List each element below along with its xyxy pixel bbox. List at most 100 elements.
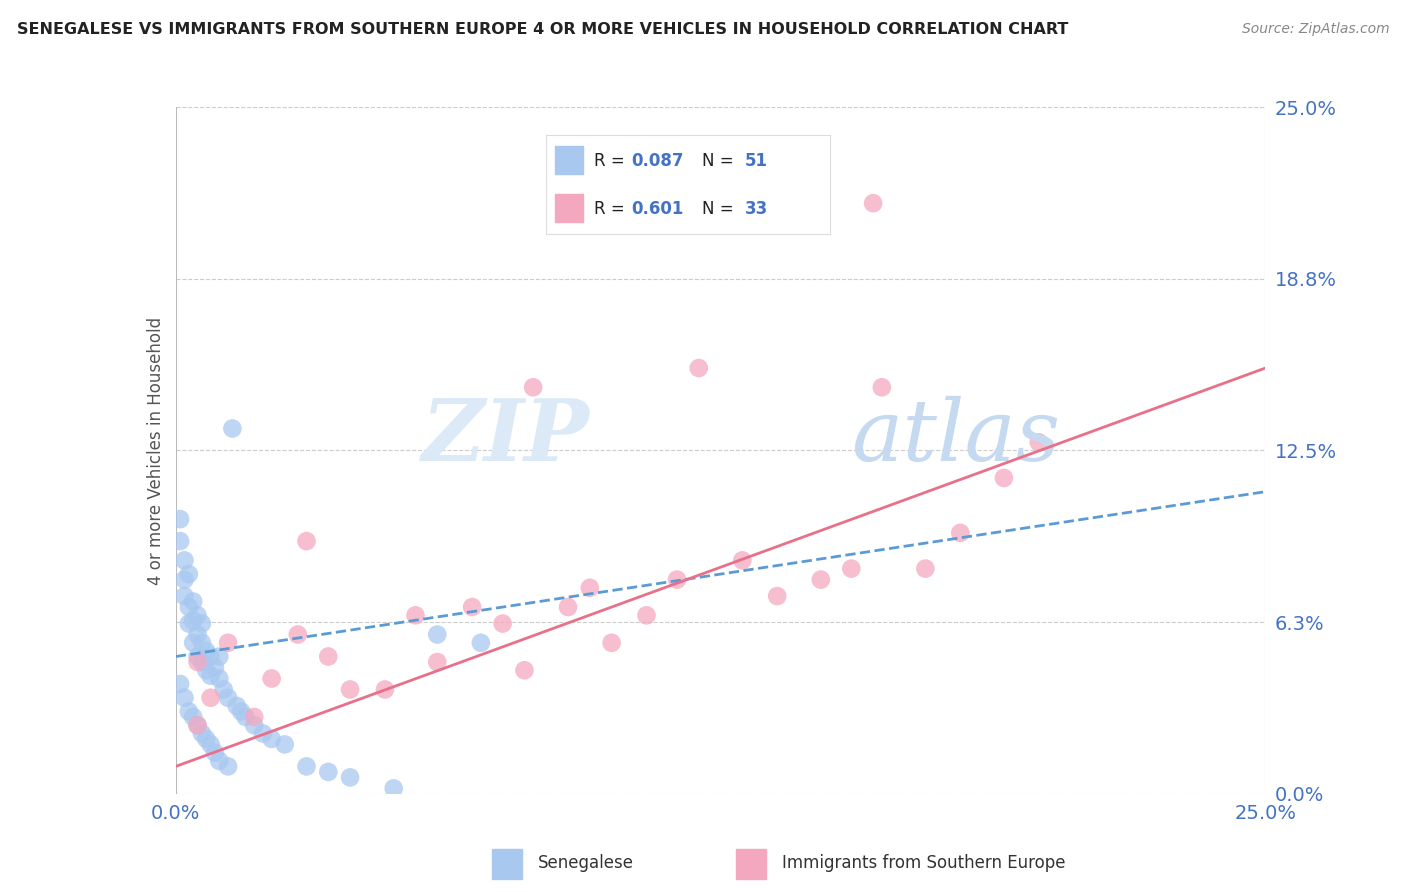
Point bbox=[260, 731, 283, 746]
FancyBboxPatch shape bbox=[492, 849, 522, 880]
Point bbox=[195, 663, 218, 677]
Text: N =: N = bbox=[702, 152, 740, 169]
Point bbox=[212, 682, 235, 697]
Point bbox=[522, 380, 544, 394]
Text: atlas: atlas bbox=[852, 395, 1060, 478]
Text: 0.601: 0.601 bbox=[631, 200, 683, 218]
Point bbox=[200, 649, 222, 664]
Point bbox=[405, 608, 427, 623]
Point bbox=[382, 781, 405, 796]
Point bbox=[231, 705, 253, 719]
Point bbox=[295, 759, 318, 773]
Point bbox=[426, 655, 449, 669]
Point bbox=[295, 534, 318, 549]
Text: 33: 33 bbox=[745, 200, 768, 218]
Text: R =: R = bbox=[595, 200, 630, 218]
Point bbox=[636, 608, 658, 623]
Point bbox=[579, 581, 602, 595]
Point bbox=[1028, 435, 1050, 450]
Point bbox=[862, 196, 884, 211]
Point bbox=[208, 754, 231, 768]
Point bbox=[173, 573, 195, 587]
Point bbox=[914, 561, 936, 575]
FancyBboxPatch shape bbox=[555, 146, 583, 174]
Point bbox=[426, 627, 449, 641]
Point bbox=[169, 512, 191, 526]
Point bbox=[181, 636, 204, 650]
Point bbox=[177, 616, 200, 631]
Point bbox=[339, 682, 361, 697]
Point bbox=[243, 718, 266, 732]
Point bbox=[492, 616, 515, 631]
Point bbox=[191, 726, 214, 740]
Point bbox=[195, 644, 218, 658]
Text: Source: ZipAtlas.com: Source: ZipAtlas.com bbox=[1241, 22, 1389, 37]
Point bbox=[766, 589, 789, 603]
Point bbox=[181, 594, 204, 608]
Point bbox=[252, 726, 274, 740]
Point bbox=[260, 672, 283, 686]
Point bbox=[318, 764, 340, 779]
Point bbox=[191, 655, 214, 669]
Point bbox=[191, 616, 214, 631]
Point bbox=[217, 636, 239, 650]
Point bbox=[186, 649, 209, 664]
Point bbox=[243, 710, 266, 724]
Point bbox=[173, 553, 195, 567]
Point bbox=[177, 567, 200, 582]
Point bbox=[993, 471, 1015, 485]
Text: 0.087: 0.087 bbox=[631, 152, 683, 169]
Point bbox=[204, 746, 226, 760]
Point bbox=[949, 525, 972, 540]
Point bbox=[208, 649, 231, 664]
Point bbox=[339, 771, 361, 785]
Point bbox=[186, 718, 209, 732]
Point bbox=[318, 649, 340, 664]
Point bbox=[169, 534, 191, 549]
Point bbox=[557, 600, 579, 615]
Text: 51: 51 bbox=[745, 152, 768, 169]
Point bbox=[195, 731, 218, 746]
Text: Senegalese: Senegalese bbox=[537, 854, 634, 872]
Text: SENEGALESE VS IMMIGRANTS FROM SOUTHERN EUROPE 4 OR MORE VEHICLES IN HOUSEHOLD CO: SENEGALESE VS IMMIGRANTS FROM SOUTHERN E… bbox=[17, 22, 1069, 37]
Point bbox=[186, 655, 209, 669]
Text: R =: R = bbox=[595, 152, 630, 169]
Point bbox=[208, 672, 231, 686]
Point bbox=[181, 710, 204, 724]
Point bbox=[513, 663, 536, 677]
Point bbox=[169, 677, 191, 691]
Point bbox=[200, 669, 222, 683]
Point bbox=[374, 682, 396, 697]
FancyBboxPatch shape bbox=[555, 194, 583, 222]
Point bbox=[235, 710, 257, 724]
Point bbox=[204, 660, 226, 674]
Point bbox=[274, 738, 297, 752]
Point bbox=[200, 738, 222, 752]
Point bbox=[173, 589, 195, 603]
Point bbox=[186, 718, 209, 732]
Point bbox=[200, 690, 222, 705]
Point bbox=[461, 600, 484, 615]
Point bbox=[470, 636, 492, 650]
Point bbox=[731, 553, 754, 567]
Point bbox=[810, 573, 832, 587]
Point bbox=[221, 421, 243, 435]
Point bbox=[217, 690, 239, 705]
Point bbox=[217, 759, 239, 773]
Point bbox=[191, 636, 214, 650]
Point bbox=[841, 561, 863, 575]
Point bbox=[177, 705, 200, 719]
Point bbox=[666, 573, 689, 587]
Point bbox=[186, 608, 209, 623]
Point bbox=[870, 380, 893, 394]
Point bbox=[225, 698, 247, 713]
Point bbox=[600, 636, 623, 650]
Text: N =: N = bbox=[702, 200, 740, 218]
Point bbox=[287, 627, 309, 641]
Point bbox=[173, 690, 195, 705]
Text: Immigrants from Southern Europe: Immigrants from Southern Europe bbox=[782, 854, 1066, 872]
Point bbox=[688, 361, 710, 376]
Text: ZIP: ZIP bbox=[422, 395, 591, 478]
Point bbox=[177, 600, 200, 615]
Point bbox=[186, 627, 209, 641]
